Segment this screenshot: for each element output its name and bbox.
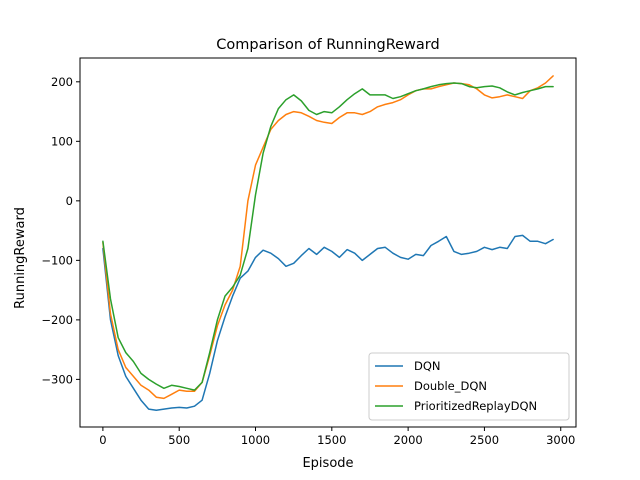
x-tick-label: 2500 — [470, 433, 499, 447]
x-tick-label: 1000 — [241, 433, 270, 447]
plot-area — [102, 75, 554, 412]
legend-label: PrioritizedReplayDQN — [414, 399, 537, 413]
y-tick-label: 0 — [66, 194, 73, 208]
legend-box — [368, 352, 570, 421]
legend-label: Double_DQN — [414, 379, 487, 393]
x-axis-label: Episode — [302, 456, 353, 471]
y-tick-label: 200 — [51, 75, 73, 89]
y-tick-label: −300 — [41, 372, 73, 386]
chart-title: Comparison of RunningReward — [216, 37, 439, 53]
axis-ticks: 0 500 1000 1500 2000 2500 3000 −300 −200 −100 0 100… — [41, 75, 575, 447]
x-tick-label: 3000 — [546, 433, 575, 447]
x-tick-label: 500 — [168, 433, 190, 447]
series-line-prioritizedreplaydqn — [102, 82, 554, 391]
series-line-dqn — [102, 234, 554, 412]
axes-frame — [79, 57, 577, 428]
series-line-double-dqn — [102, 75, 554, 400]
y-tick-label: 100 — [51, 134, 73, 148]
y-tick-label: −200 — [41, 313, 73, 327]
y-tick-label: −100 — [41, 253, 73, 267]
x-tick-label: 0 — [99, 433, 106, 447]
legend: DQN Double_DQN PrioritizedReplayDQN — [368, 352, 570, 421]
x-tick-label: 1500 — [317, 433, 346, 447]
legend-label: DQN — [414, 359, 441, 373]
y-axis-label: RunningReward — [13, 207, 28, 309]
x-tick-label: 2000 — [393, 433, 422, 447]
